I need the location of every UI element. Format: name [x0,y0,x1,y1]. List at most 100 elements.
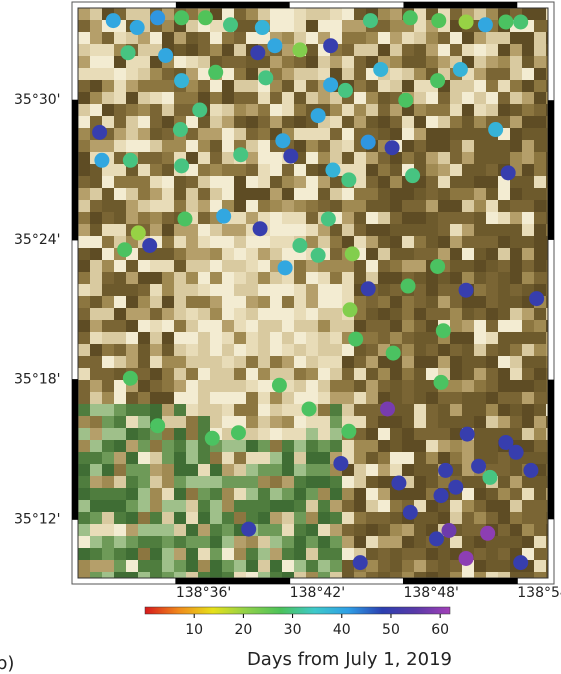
terrain-pixel [174,440,186,452]
terrain-pixel [294,320,306,332]
terrain-pixel [342,56,354,68]
terrain-pixel [534,260,546,272]
terrain-pixel [378,548,390,560]
terrain-pixel [246,356,258,368]
survey-point [338,83,353,98]
terrain-pixel [174,140,186,152]
terrain-pixel [486,560,498,572]
terrain-pixel [306,368,318,380]
terrain-pixel [474,392,486,404]
terrain-pixel [258,464,270,476]
terrain-pixel [186,116,198,128]
terrain-pixel [162,320,174,332]
terrain-pixel [462,500,474,512]
terrain-pixel [474,152,486,164]
terrain-pixel [342,272,354,284]
terrain-pixel [198,32,210,44]
terrain-pixel [270,320,282,332]
terrain-pixel [150,548,162,560]
terrain-pixel [486,428,498,440]
terrain-pixel [210,296,222,308]
terrain-pixel [330,380,342,392]
terrain-pixel [426,188,438,200]
terrain-pixel [138,320,150,332]
terrain-pixel [510,128,522,140]
terrain-pixel [402,152,414,164]
terrain-pixel [258,488,270,500]
terrain-pixel [138,392,150,404]
terrain-pixel [474,416,486,428]
terrain-pixel [102,356,114,368]
terrain-pixel [150,392,162,404]
terrain-pixel [150,440,162,452]
colorbar-label: Days from July 1, 2019 [247,649,452,670]
terrain-pixel [366,356,378,368]
terrain-pixel [186,536,198,548]
terrain-pixel [366,344,378,356]
terrain-pixel [126,128,138,140]
terrain-pixel [414,380,426,392]
terrain-pixel [162,512,174,524]
terrain-pixel [150,260,162,272]
terrain-pixel [270,236,282,248]
terrain-pixel [270,548,282,560]
terrain-pixel [462,176,474,188]
terrain-pixel [258,416,270,428]
survey-point [198,10,213,25]
terrain-pixel [498,392,510,404]
terrain-pixel [306,212,318,224]
terrain-pixel [270,92,282,104]
terrain-pixel [150,464,162,476]
terrain-pixel [294,488,306,500]
terrain-pixel [450,140,462,152]
survey-point [177,211,192,226]
terrain-pixel [294,104,306,116]
terrain-pixel [174,452,186,464]
terrain-pixel [330,296,342,308]
terrain-pixel [126,476,138,488]
terrain-pixel [426,248,438,260]
terrain-pixel [246,188,258,200]
survey-point [385,140,400,155]
terrain-pixel [174,416,186,428]
terrain-pixel [330,392,342,404]
terrain-pixel [438,272,450,284]
survey-point [255,20,270,35]
terrain-pixel [438,164,450,176]
terrain-pixel [498,500,510,512]
terrain-pixel [174,176,186,188]
terrain-pixel [522,212,534,224]
terrain-pixel [222,572,234,578]
survey-point [106,13,121,28]
terrain-pixel [174,92,186,104]
survey-point [311,248,326,263]
terrain-pixel [426,476,438,488]
terrain-pixel [246,68,258,80]
terrain-pixel [354,572,366,578]
terrain-pixel [78,332,90,344]
terrain-pixel [510,32,522,44]
terrain-pixel [246,104,258,116]
terrain-pixel [318,272,330,284]
terrain-pixel [282,200,294,212]
terrain-pixel [318,320,330,332]
terrain-pixel [150,68,162,80]
survey-point [174,10,189,25]
terrain-pixel [78,296,90,308]
terrain-pixel [102,452,114,464]
terrain-pixel [342,32,354,44]
terrain-pixel [534,104,546,116]
terrain-pixel [522,260,534,272]
terrain-pixel [102,188,114,200]
terrain-pixel [294,140,306,152]
terrain-pixel [246,452,258,464]
terrain-pixel [102,548,114,560]
terrain-pixel [366,176,378,188]
terrain-pixel [414,308,426,320]
terrain-pixel [78,560,90,572]
terrain-pixel [354,464,366,476]
terrain [78,8,548,578]
terrain-pixel [318,140,330,152]
terrain-pixel [78,536,90,548]
terrain-pixel [294,224,306,236]
